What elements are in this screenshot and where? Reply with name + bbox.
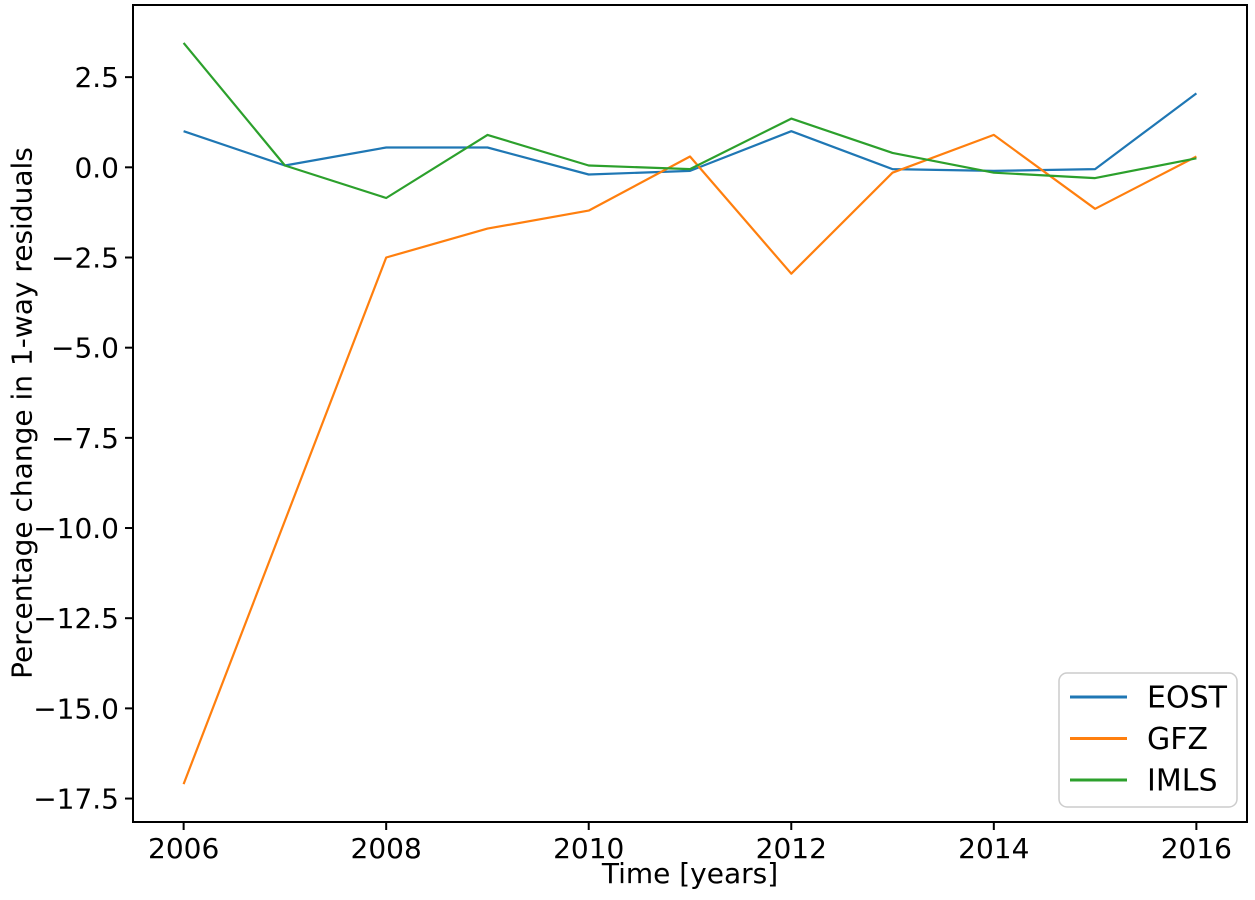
y-tick-label: −7.5 bbox=[51, 422, 119, 455]
series-line-eost bbox=[183, 92, 1198, 176]
y-tick-label: 2.5 bbox=[74, 61, 119, 94]
y-tick-label: −2.5 bbox=[51, 241, 119, 274]
y-tick-label: −15.0 bbox=[33, 692, 119, 725]
plot-border bbox=[132, 4, 1248, 823]
y-tick-label: 0.0 bbox=[74, 151, 119, 184]
x-tick-label: 2012 bbox=[756, 832, 827, 865]
x-tick-label: 2014 bbox=[958, 832, 1029, 865]
series-line-imls bbox=[182, 42, 1197, 200]
y-tick-label: −10.0 bbox=[33, 512, 119, 545]
y-axis-label: Percentage change in 1-way residuals bbox=[5, 147, 39, 679]
legend-box bbox=[1058, 672, 1238, 808]
x-tick-label: 2006 bbox=[148, 832, 219, 865]
y-tick-label: −5.0 bbox=[51, 332, 119, 365]
legend-label-imls: IMLS bbox=[1147, 764, 1218, 799]
x-tick-label: 2010 bbox=[553, 832, 624, 865]
x-tick-label: 2008 bbox=[351, 832, 422, 865]
x-tick-label: 2016 bbox=[1161, 832, 1232, 865]
x-axis-label: Time [years] bbox=[601, 857, 779, 890]
y-tick-label: −17.5 bbox=[33, 783, 119, 816]
y-tick-label: −12.5 bbox=[33, 602, 119, 635]
series-line-gfz bbox=[182, 133, 1197, 785]
legend-label-gfz: GFZ bbox=[1147, 722, 1208, 757]
legend-label-eost: EOST bbox=[1147, 681, 1228, 716]
